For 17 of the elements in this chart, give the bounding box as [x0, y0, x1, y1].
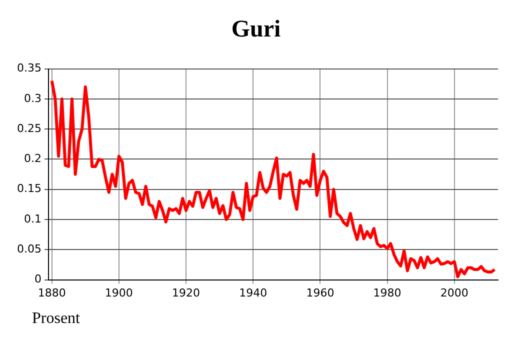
x-tick-label: 1900 — [104, 286, 133, 300]
y-tick-label: 0.05 — [16, 242, 42, 256]
chart-title: Guri — [231, 16, 281, 43]
x-tick-label: 1940 — [239, 286, 268, 300]
x-tick-label: 2000 — [440, 286, 468, 300]
y-tick-label: 0.2 — [24, 152, 42, 166]
y-tick-label: 0.1 — [24, 212, 42, 226]
y-tick-label: 0.15 — [16, 182, 42, 196]
y-axis-title: Prosent — [32, 310, 81, 327]
x-tick-label: 1880 — [38, 286, 66, 300]
x-tick-label: 1980 — [373, 286, 402, 300]
x-tick-label: 1920 — [172, 286, 200, 300]
y-tick-label: 0.3 — [24, 92, 42, 105]
y-tick-label: 0 — [34, 272, 42, 286]
x-tick-label: 1960 — [306, 286, 334, 300]
y-tick-label: 0.35 — [16, 62, 42, 75]
y-tick-label: 0.25 — [16, 122, 42, 135]
